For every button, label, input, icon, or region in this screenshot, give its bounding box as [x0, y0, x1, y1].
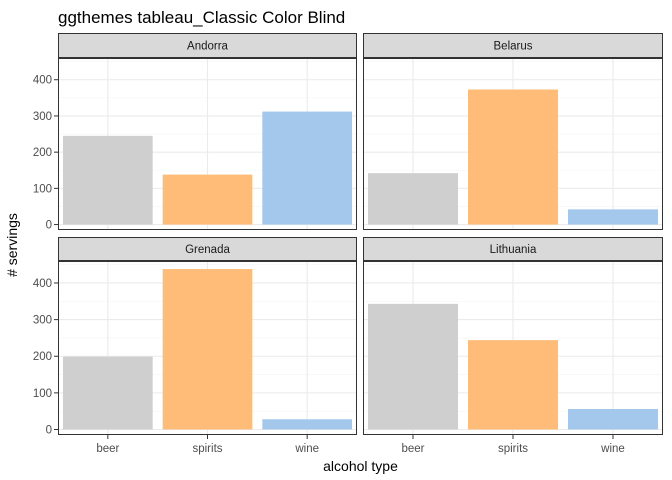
panel-belarus: Belarus: [363, 33, 663, 230]
x-tick-label-beer: beer: [401, 443, 424, 455]
panel-border: [363, 58, 663, 230]
bar-andorra-spirits: [162, 174, 253, 225]
bar-belarus-beer: [368, 173, 458, 225]
strip-andorra: [58, 33, 357, 58]
y-tick-label: 0: [46, 425, 52, 437]
panel-border: [58, 58, 357, 230]
strip-belarus: [363, 33, 663, 58]
y-tick-label: 200: [33, 351, 52, 363]
panel-lithuania: Lithuania beer spirits wine: [363, 237, 663, 455]
facet-panels: Andorra 0 100 200 300 400 Belarus Grenada 0 100 20…: [33, 33, 663, 455]
strip-label-grenada: Grenada: [185, 244, 230, 256]
x-tick-label-spirits: spirits: [192, 443, 222, 455]
strip-label-belarus: Belarus: [494, 41, 533, 53]
strip-lithuania: [363, 237, 663, 261]
bar-lithuania-beer: [368, 303, 458, 430]
y-tick-label: 0: [46, 220, 52, 232]
chart-title: ggthemes tableau_Classic Color Blind: [58, 8, 345, 27]
strip-grenada: [58, 237, 357, 261]
y-tick-label: 400: [33, 75, 52, 87]
bar-andorra-wine: [262, 111, 353, 225]
x-tick-label-beer: beer: [96, 443, 119, 455]
bar-grenada-wine: [262, 419, 353, 430]
bar-belarus-wine: [568, 209, 658, 225]
panel-border: [363, 261, 663, 435]
bar-andorra-beer: [62, 135, 153, 225]
strip-label-lithuania: Lithuania: [490, 244, 537, 256]
y-tick-label: 100: [33, 388, 52, 400]
bar-grenada-beer: [62, 356, 153, 430]
bar-grenada-spirits: [162, 269, 253, 430]
panel-grenada: Grenada 0 100 200 300 400 beer spirits wine: [33, 237, 357, 455]
bar-belarus-spirits: [468, 89, 558, 225]
bar-lithuania-wine: [568, 408, 658, 430]
strip-label-andorra: Andorra: [187, 41, 229, 53]
x-tick-label-wine: wine: [294, 443, 319, 455]
x-tick-label-wine: wine: [600, 443, 625, 455]
panel-andorra: Andorra 0 100 200 300 400: [33, 33, 357, 232]
y-tick-label: 100: [33, 183, 52, 195]
bar-lithuania-spirits: [468, 340, 558, 430]
y-tick-label: 300: [33, 111, 52, 123]
y-axis-title: # servings: [4, 213, 20, 277]
y-tick-label: 200: [33, 147, 52, 159]
panel-border: [58, 261, 357, 435]
y-tick-label: 300: [33, 315, 52, 327]
x-tick-label-spirits: spirits: [498, 443, 528, 455]
y-tick-label: 400: [33, 278, 52, 290]
x-axis-title: alcohol type: [323, 458, 398, 474]
